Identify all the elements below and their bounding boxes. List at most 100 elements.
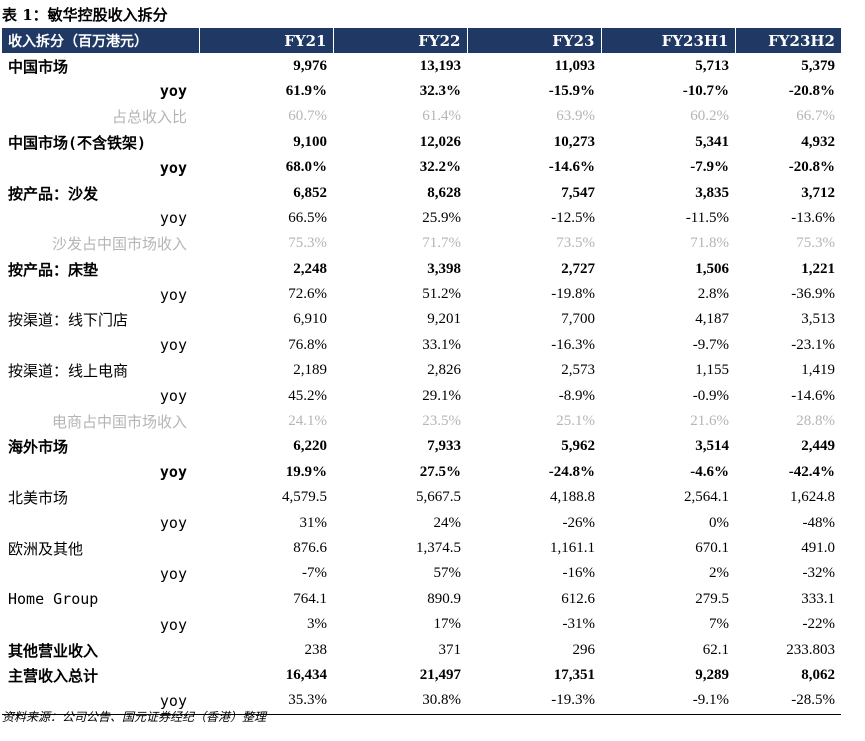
value-cell: 8,628 xyxy=(427,184,461,201)
value-cell: 23.5% xyxy=(422,413,461,430)
value-cell: -9.1% xyxy=(601,688,735,715)
source-note: 资料来源：公司公告、国元证券经纪（香港）整理 xyxy=(2,710,267,724)
row-label: yoy xyxy=(2,688,199,715)
table-row: yoy 68.0% 32.2% -14.6% -7.9% -20.8% xyxy=(2,155,841,180)
value-cell: 1,624.8 xyxy=(790,489,835,506)
table-row: 按渠道：线下门店 6,910 9,201 7,700 4,187 3,513 xyxy=(2,307,841,332)
value-cell: 1,161.1 xyxy=(550,540,595,556)
table-row: yoy 3% 17% -31% 7% -22% xyxy=(2,612,841,637)
row-label: yoy xyxy=(159,209,187,228)
value-cell: 3,712 xyxy=(801,184,835,201)
value-cell: 5,713 xyxy=(695,57,729,74)
row-label: Home Group xyxy=(8,590,99,609)
value-cell: 75.3% xyxy=(796,235,835,252)
value-cell: -14.6% xyxy=(548,159,595,176)
value-cell: -13.6% xyxy=(791,209,835,226)
value-cell: 19.9% xyxy=(285,463,327,480)
row-label: yoy xyxy=(159,387,187,406)
value-cell: 31% xyxy=(299,514,328,531)
table-row: 沙发占中国市场收入 75.3% 71.7% 73.5% 71.8% 75.3% xyxy=(2,231,841,256)
value-cell: 876.6 xyxy=(293,540,327,556)
value-cell: 4,579.5 xyxy=(282,489,327,506)
header-cell: FY23H1 xyxy=(600,28,735,54)
value-cell: 13,193 xyxy=(419,57,461,74)
row-label: 按产品：沙发 xyxy=(8,184,99,203)
value-cell: 1,221 xyxy=(801,260,835,277)
value-cell: 61.9% xyxy=(285,82,327,99)
value-cell: 238 xyxy=(304,641,328,658)
value-cell: -16% xyxy=(562,565,596,582)
row-label: 占总收入比 xyxy=(111,108,187,127)
value-cell: -23.1% xyxy=(791,336,835,353)
value-cell: 6,852 xyxy=(293,184,327,201)
value-cell: 6,910 xyxy=(293,311,327,328)
row-label: yoy xyxy=(159,463,187,482)
value-cell: 1,374.5 xyxy=(416,540,461,556)
value-cell: 33.1% xyxy=(422,336,461,353)
header-cell: FY21 xyxy=(198,28,333,54)
row-label: 中国市场(不含铁架) xyxy=(8,133,147,152)
value-cell: 72.6% xyxy=(288,286,327,303)
value-cell: 25.1% xyxy=(556,413,595,430)
value-cell: 612.6 xyxy=(561,590,595,607)
table-row: yoy 45.2% 29.1% -8.9% -0.9% -14.6% xyxy=(2,383,841,408)
value-cell: -9.7% xyxy=(692,336,729,353)
value-cell: 68.0% xyxy=(285,159,327,176)
value-cell: 16,434 xyxy=(285,666,327,683)
value-cell: 2,573 xyxy=(561,362,595,379)
table-row: 按产品：沙发 6,852 8,628 7,547 3,835 3,712 xyxy=(2,180,841,205)
value-cell: -12.5% xyxy=(551,209,595,226)
table-row: 中国市场 9,976 13,193 11,093 5,713 5,379 xyxy=(2,53,841,78)
header-cell: FY23 xyxy=(466,28,601,54)
row-label: yoy xyxy=(159,82,187,101)
table-row: 主营收入总计 16,434 21,497 17,351 9,289 8,062 xyxy=(2,663,841,688)
value-cell: 890.9 xyxy=(427,590,461,607)
value-cell: 670.1 xyxy=(695,540,729,556)
value-cell: 9,100 xyxy=(293,133,327,150)
value-cell: 3,398 xyxy=(427,260,461,277)
table-row: 按渠道：线上电商 2,189 2,826 2,573 1,155 1,419 xyxy=(2,358,841,383)
value-cell: 73.5% xyxy=(556,235,595,252)
row-label: 按产品：床垫 xyxy=(8,260,99,279)
row-label: yoy xyxy=(159,514,187,533)
value-cell: 2,248 xyxy=(293,260,327,277)
row-label: 海外市场 xyxy=(8,438,69,457)
value-cell: 71.7% xyxy=(422,235,461,252)
table-header-row: 收入拆分（百万港元） FY21 FY22 FY23 FY23H1 FY23H2 xyxy=(2,28,841,54)
value-cell: 32.2% xyxy=(419,159,461,176)
value-cell: 66.5% xyxy=(288,209,327,226)
value-cell: 1,155 xyxy=(695,362,729,379)
value-cell: 28.8% xyxy=(796,413,835,430)
value-cell: -28.5% xyxy=(735,688,841,715)
value-cell: -14.6% xyxy=(791,387,835,404)
value-cell: 5,341 xyxy=(695,133,729,150)
value-cell: 17,351 xyxy=(553,666,595,683)
value-cell: -31% xyxy=(562,616,596,633)
value-cell: -11.5% xyxy=(685,209,729,226)
value-cell: 24.1% xyxy=(288,413,327,430)
value-cell: 24% xyxy=(433,514,462,531)
value-cell: 60.2% xyxy=(690,108,729,125)
value-cell: -20.8% xyxy=(788,159,835,176)
table-body: 中国市场 9,976 13,193 11,093 5,713 5,379 yoy 61.9% 3… xyxy=(2,53,841,715)
row-label: 按渠道：线上电商 xyxy=(8,362,129,381)
value-cell: 3,835 xyxy=(695,184,729,201)
value-cell: -24.8% xyxy=(548,463,595,480)
revenue-breakdown-table: 收入拆分（百万港元） FY21 FY22 FY23 FY23H1 FY23H2 … xyxy=(2,28,841,715)
value-cell: -4.6% xyxy=(690,463,729,480)
header-cell: FY22 xyxy=(332,28,467,54)
table-row: 按产品：床垫 2,248 3,398 2,727 1,506 1,221 xyxy=(2,257,841,282)
table-row: yoy 19.9% 27.5% -24.8% -4.6% -42.4% xyxy=(2,460,841,485)
row-label: yoy xyxy=(159,564,187,583)
value-cell: -42.4% xyxy=(788,463,835,480)
table-row: yoy 61.9% 32.3% -15.9% -10.7% -20.8% xyxy=(2,79,841,104)
header-cell: 收入拆分（百万港元） xyxy=(2,28,199,54)
value-cell: 21,497 xyxy=(419,666,461,683)
value-cell: 4,932 xyxy=(801,133,835,150)
value-cell: -32% xyxy=(802,565,836,582)
value-cell: 7,547 xyxy=(561,184,595,201)
value-cell: 76.8% xyxy=(288,336,327,353)
value-cell: 0% xyxy=(709,514,729,531)
value-cell: 2,449 xyxy=(801,438,835,455)
value-cell: 60.7% xyxy=(288,108,327,125)
